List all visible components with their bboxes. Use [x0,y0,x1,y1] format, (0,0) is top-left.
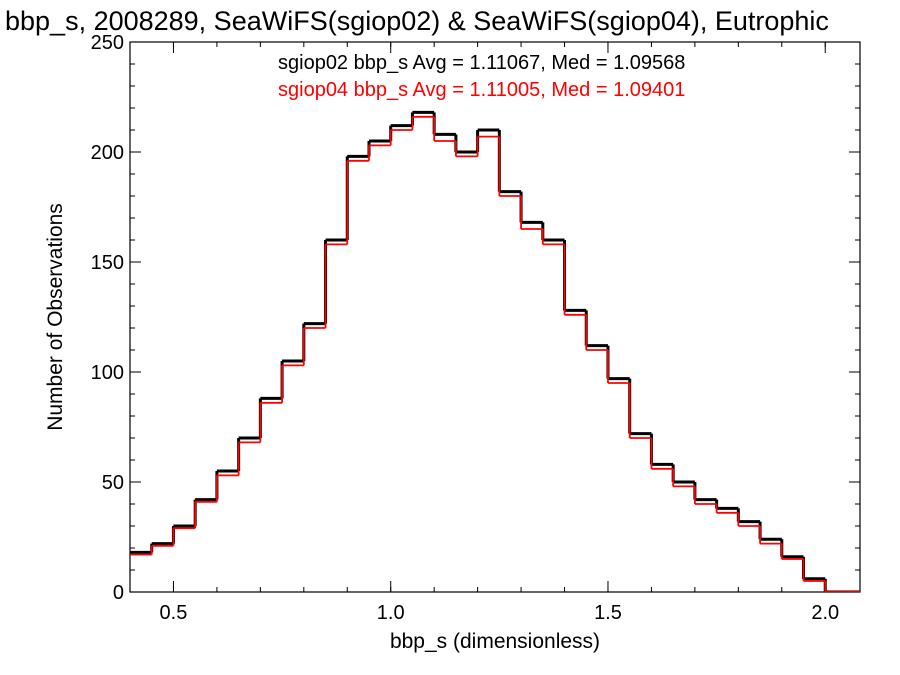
x-tick-label: 1.0 [377,602,405,624]
y-tick-label: 200 [91,142,124,164]
sgiop02-stats-annotation: sgiop02 bbp_s Avg = 1.11067, Med = 1.095… [278,52,685,74]
chart-title: bbp_s, 2008289, SeaWiFS(sgiop02) & SeaWi… [5,6,829,36]
y-axis: 0 50 100 150 200 250 [91,32,860,604]
x-axis: 0.5 1.0 1.5 2.0 [129,42,839,624]
series-sgiop04 [130,115,860,592]
x-tick-label: 0.5 [160,602,188,624]
x-tick-label: 1.5 [594,602,622,624]
series-sgiop02 [130,110,860,592]
x-tick-label: 2.0 [811,602,839,624]
plot-frame [129,41,861,593]
sgiop04-stats-annotation: sgiop04 bbp_s Avg = 1.11005, Med = 1.094… [278,79,685,101]
y-tick-label: 150 [91,252,124,274]
y-tick-label: 100 [91,362,124,384]
y-tick-label: 250 [91,32,124,54]
y-axis-label: Number of Observations [44,203,67,431]
y-tick-label: 0 [113,582,124,604]
series-layer [130,110,860,592]
y-tick-label: 50 [102,472,124,494]
x-axis-label: bbp_s (dimensionless) [390,630,600,653]
